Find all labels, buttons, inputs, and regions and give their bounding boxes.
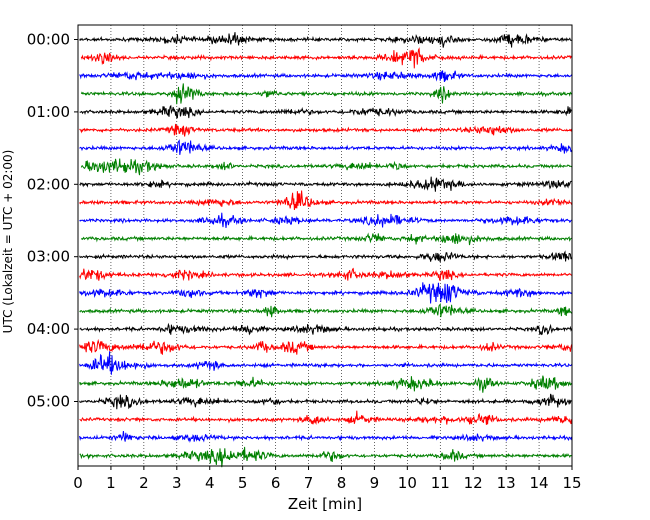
x-tick-label: 7 — [304, 474, 314, 492]
x-tick-label: 13 — [497, 474, 516, 492]
seismogram-trace — [79, 410, 573, 426]
x-tick-label: 14 — [530, 474, 549, 492]
seismogram-trace — [79, 446, 572, 468]
seismogram-trace — [79, 303, 573, 318]
seismogram-trace — [79, 212, 572, 229]
y-tick-label: 05:00 — [27, 393, 70, 411]
seismogram-trace — [79, 104, 572, 119]
y-tick-label: 04:00 — [27, 320, 70, 338]
seismogram-trace — [79, 430, 573, 443]
seismogram-trace — [79, 338, 573, 355]
x-tick-label: 2 — [139, 474, 149, 492]
y-tick-label: 03:00 — [27, 248, 70, 266]
seismogram-trace — [79, 267, 572, 282]
y-tick-label: 01:00 — [27, 103, 70, 121]
seismogram-trace — [79, 70, 573, 82]
seismogram-trace — [80, 232, 572, 246]
seismogram-traces — [79, 32, 573, 468]
seismogram-trace — [80, 158, 572, 176]
x-tick-label: 6 — [271, 474, 281, 492]
x-tick-label: 9 — [370, 474, 380, 492]
x-tick-label: 5 — [238, 474, 248, 492]
y-axis-ticks: 00:00 01:00 02:00 03:00 04:00 05:00 — [27, 31, 78, 411]
seismogram-trace — [80, 47, 572, 69]
seismogram-trace — [79, 375, 573, 393]
seismogram-trace — [79, 282, 572, 304]
x-tick-label: 10 — [398, 474, 417, 492]
x-tick-label: 1 — [106, 474, 116, 492]
seismogram-trace — [79, 123, 573, 137]
seismogram-trace — [79, 139, 573, 155]
x-axis-ticks: 0 1 2 3 4 5 6 7 8 9 10 11 12 13 14 15 — [73, 466, 582, 492]
y-tick-label: 02:00 — [27, 175, 70, 193]
y-tick-label: 00:00 — [27, 31, 70, 49]
x-tick-label: 0 — [73, 474, 83, 492]
x-tick-label: 3 — [172, 474, 182, 492]
seismogram-trace — [80, 83, 572, 105]
x-tick-label: 4 — [205, 474, 215, 492]
x-gridlines — [110, 25, 540, 466]
seismogram-trace — [79, 351, 573, 375]
x-tick-label: 15 — [562, 474, 581, 492]
y-axis-label: UTC (Lokalzeit = UTC + 02:00) — [1, 150, 15, 334]
x-axis-label: Zeit [min] — [288, 495, 362, 513]
seismogram-trace — [79, 250, 573, 263]
seismogram-trace — [79, 176, 572, 192]
x-tick-label: 12 — [464, 474, 483, 492]
seismogram-trace — [79, 393, 572, 410]
x-tick-label: 11 — [431, 474, 450, 492]
seismogram-trace — [79, 322, 573, 336]
x-tick-label: 8 — [337, 474, 347, 492]
plot-frame — [77, 24, 573, 467]
seismogram-trace — [79, 190, 573, 210]
seismogram-trace — [79, 32, 572, 48]
